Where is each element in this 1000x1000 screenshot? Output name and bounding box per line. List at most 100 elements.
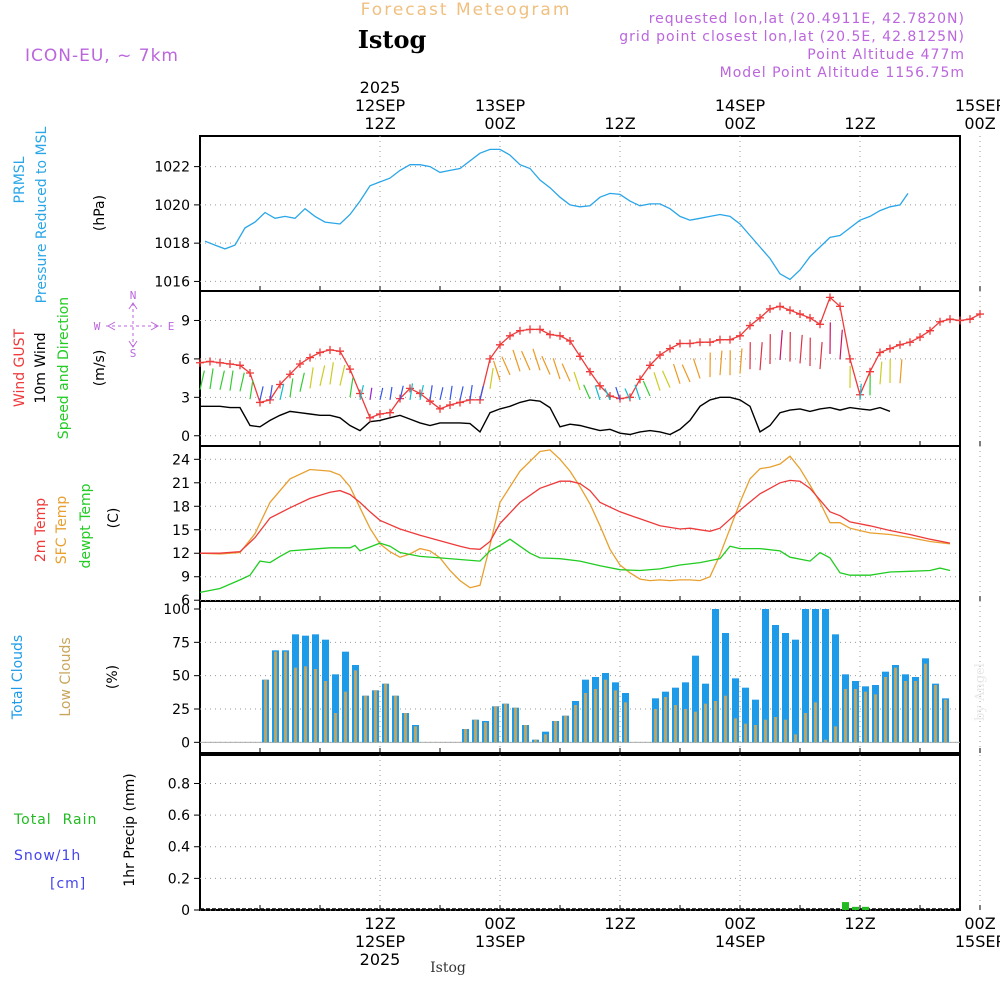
gust-marker bbox=[706, 338, 714, 347]
total-cloud-bar bbox=[782, 633, 789, 743]
wind-arrow bbox=[615, 386, 621, 401]
gust-marker bbox=[676, 339, 684, 348]
bottom-time-label: 12Z bbox=[364, 914, 395, 933]
total-cloud-bar bbox=[732, 678, 739, 743]
total-cloud-bar bbox=[802, 609, 809, 743]
wind-unit: (m/s) bbox=[92, 350, 108, 387]
gust-marker bbox=[796, 310, 804, 319]
low-cloud-bar bbox=[784, 719, 787, 743]
wind-arrow bbox=[624, 388, 631, 401]
low-cloud-bar bbox=[694, 711, 697, 743]
total-cloud-bar bbox=[712, 609, 719, 743]
grid-lines bbox=[200, 136, 981, 911]
precip-tick-label: 0.8 bbox=[168, 776, 190, 792]
gust-marker bbox=[976, 310, 984, 319]
low-cloud-bar bbox=[804, 713, 807, 743]
low-cloud-bar bbox=[654, 709, 657, 743]
total-clouds-label: Total Clouds bbox=[10, 635, 26, 720]
gust-marker bbox=[596, 381, 604, 390]
gust-marker bbox=[306, 353, 314, 362]
low-cloud-bar bbox=[584, 693, 587, 743]
low-cloud-bar bbox=[894, 667, 897, 743]
low-cloud-bar bbox=[264, 679, 267, 743]
gust-marker bbox=[666, 344, 674, 353]
low-cloud-bar bbox=[334, 713, 337, 743]
wind-arrow bbox=[339, 364, 346, 386]
gust-marker bbox=[196, 358, 204, 367]
gust-marker bbox=[576, 352, 584, 361]
watermark: by Angel bbox=[973, 663, 988, 721]
low-cloud-bar bbox=[364, 695, 367, 743]
gust-marker bbox=[916, 333, 924, 342]
gust-marker bbox=[346, 365, 354, 374]
gust-marker bbox=[636, 375, 644, 384]
wind-arrow bbox=[859, 383, 862, 400]
gust-marker bbox=[946, 315, 954, 324]
wind-arrow bbox=[653, 372, 661, 391]
total-cloud-bar bbox=[722, 633, 729, 743]
low-cloud-bar bbox=[904, 681, 907, 743]
sfc-label: SFC Temp bbox=[54, 496, 70, 565]
gust-marker bbox=[216, 358, 224, 367]
low-cloud-bar bbox=[494, 706, 497, 743]
total-cloud-bar bbox=[772, 625, 779, 743]
gust-line bbox=[199, 296, 981, 419]
low-cloud-bar bbox=[284, 651, 287, 743]
wind-arrow bbox=[239, 372, 245, 392]
wind-arrow bbox=[541, 355, 551, 375]
gust-marker bbox=[736, 331, 744, 340]
gust-marker bbox=[556, 331, 564, 340]
low-cloud-bar bbox=[744, 723, 747, 743]
low-cloud-bar bbox=[394, 695, 397, 743]
wind-arrow bbox=[399, 385, 404, 401]
low-cloud-bar bbox=[814, 702, 817, 743]
pressure-line bbox=[204, 148, 909, 281]
bottom-time-label: 2025 bbox=[360, 950, 401, 969]
gust-marker bbox=[846, 354, 854, 363]
clouds-tick-label: 50 bbox=[172, 669, 190, 685]
top-time-label: 12Z bbox=[364, 114, 395, 133]
low-cloud-bar bbox=[774, 717, 777, 743]
low-cloud-bar bbox=[554, 721, 557, 743]
gust-marker bbox=[546, 330, 554, 339]
gust-marker bbox=[586, 367, 594, 376]
gust-marker bbox=[966, 315, 974, 324]
rain-bar bbox=[862, 906, 869, 910]
wind-speed-label: Speed and Direction bbox=[56, 297, 72, 439]
wind-arrow bbox=[429, 385, 433, 400]
gust-marker bbox=[806, 313, 814, 322]
gust-marker bbox=[376, 409, 384, 418]
wind-arrow bbox=[759, 342, 763, 371]
pressure-tick-label: 1016 bbox=[154, 274, 190, 290]
temperature-tick-label: 15 bbox=[172, 523, 190, 539]
low-clouds-label: Low Clouds bbox=[58, 637, 74, 716]
low-cloud-bar bbox=[914, 681, 917, 743]
wind-arrow bbox=[879, 361, 883, 385]
gust-marker bbox=[686, 339, 694, 348]
gust-marker bbox=[716, 335, 724, 344]
low-cloud-bar bbox=[604, 679, 607, 743]
wind-arrow bbox=[799, 334, 803, 364]
low-cloud-bar bbox=[664, 697, 667, 743]
gust-marker bbox=[956, 316, 964, 325]
gust-marker bbox=[886, 344, 894, 353]
wind-arrow bbox=[279, 383, 285, 401]
gust-marker bbox=[326, 345, 334, 354]
low-cloud-bar bbox=[404, 713, 407, 743]
low-cloud-bar bbox=[824, 739, 827, 743]
wind-arrow bbox=[573, 371, 581, 391]
gust-marker bbox=[626, 393, 634, 402]
clouds-panel bbox=[199, 600, 961, 754]
low-cloud-bar bbox=[274, 651, 277, 743]
wind-arrow bbox=[459, 386, 464, 401]
low-cloud-bar bbox=[794, 734, 797, 743]
gust-marker bbox=[286, 370, 294, 379]
temperature-tick-label: 24 bbox=[172, 452, 190, 468]
wind-arrow bbox=[839, 329, 843, 360]
wind-arrow bbox=[249, 380, 254, 400]
low-cloud-bar bbox=[464, 729, 467, 743]
wind-arrow bbox=[289, 378, 294, 398]
gust-marker bbox=[896, 340, 904, 349]
